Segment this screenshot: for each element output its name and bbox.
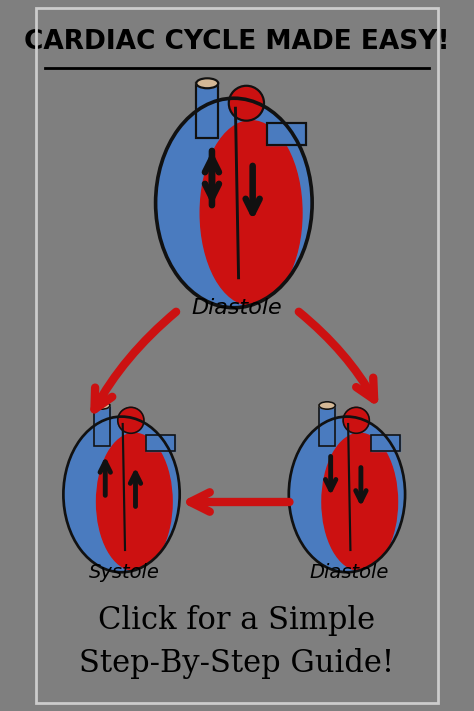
Bar: [319, 405, 335, 447]
Ellipse shape: [64, 417, 180, 572]
Text: Systole: Systole: [89, 562, 159, 582]
Ellipse shape: [200, 121, 302, 305]
Bar: [94, 405, 110, 447]
Ellipse shape: [289, 417, 405, 572]
Bar: [94, 405, 110, 447]
Bar: [196, 83, 218, 138]
Ellipse shape: [118, 407, 144, 433]
Bar: [146, 435, 175, 451]
Ellipse shape: [229, 86, 264, 121]
Text: CARDIAC CYCLE MADE EASY!: CARDIAC CYCLE MADE EASY!: [24, 29, 450, 55]
Bar: [267, 123, 306, 145]
Ellipse shape: [196, 78, 218, 88]
Bar: [319, 405, 335, 447]
Ellipse shape: [97, 433, 172, 570]
Bar: [196, 83, 218, 138]
Ellipse shape: [319, 402, 335, 410]
Text: Diastole: Diastole: [310, 562, 389, 582]
Ellipse shape: [343, 407, 369, 433]
Bar: [146, 435, 175, 451]
Bar: [267, 123, 306, 145]
Text: Click for a Simple
Step-By-Step Guide!: Click for a Simple Step-By-Step Guide!: [80, 605, 394, 679]
Text: Diastole: Diastole: [191, 298, 283, 318]
Bar: [371, 435, 401, 451]
Ellipse shape: [322, 433, 398, 570]
Ellipse shape: [155, 98, 312, 308]
Ellipse shape: [94, 402, 110, 410]
Bar: [371, 435, 401, 451]
